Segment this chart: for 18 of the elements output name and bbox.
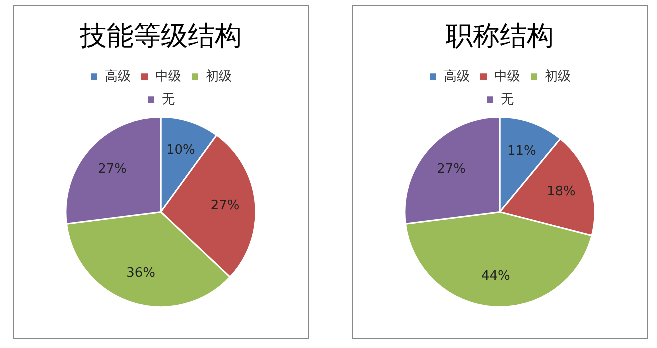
legend-label: 无 [162,92,175,108]
data-label: 44% [481,269,510,284]
legend-label: 中级 [155,69,182,84]
legend-label: 初级 [206,69,232,84]
legend-label: 高级 [104,68,131,84]
legend-label: 无 [500,92,514,108]
data-label: 27% [210,198,240,214]
chart-title: 技能等级结构 [79,21,242,52]
legend-label: 中级 [494,69,520,84]
data-label: 10% [166,143,196,158]
data-label: 27% [437,162,466,177]
legend-label: 初级 [544,69,571,84]
data-label: 11% [507,144,536,159]
data-label: 27% [98,162,127,177]
data-label: 18% [547,184,576,200]
chart-title: 职称结构 [446,21,554,52]
legend-label: 高级 [444,68,470,84]
data-label: 36% [126,266,156,282]
